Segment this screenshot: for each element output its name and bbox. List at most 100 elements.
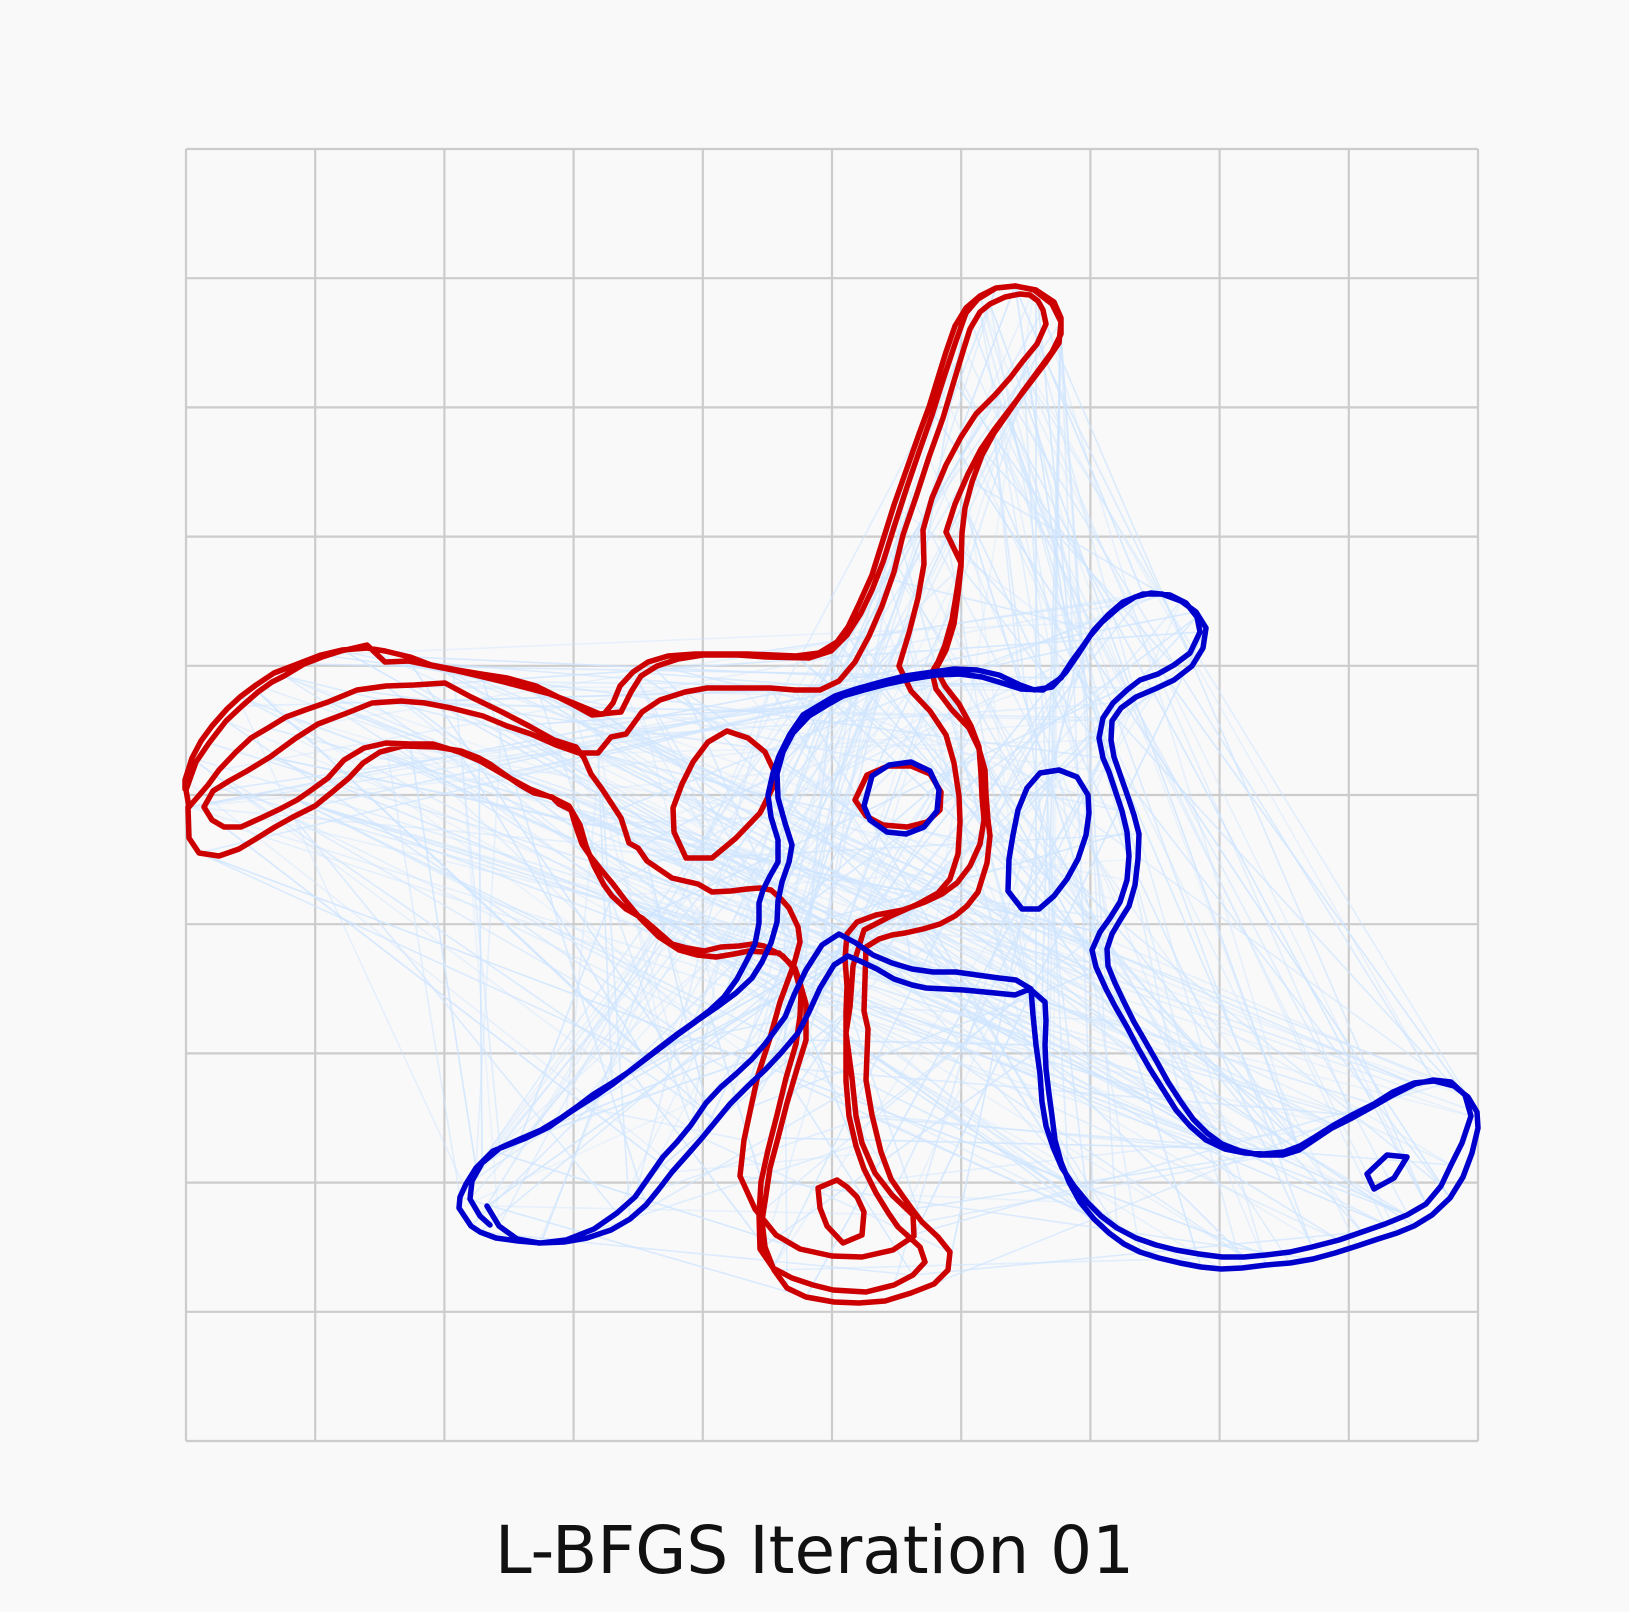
correspondence-line — [910, 690, 1466, 1096]
correspondence-line — [770, 710, 931, 818]
correspondence-line — [1029, 382, 1353, 1116]
correspondence-line — [486, 1205, 914, 1216]
correspondence-line — [187, 688, 857, 808]
correspondence-line — [208, 742, 1375, 1105]
correspondence-line — [907, 1081, 1452, 1237]
correspondence-line — [211, 819, 1226, 1150]
correspondence-line — [593, 865, 1223, 1145]
correspondence-line — [993, 432, 1089, 1204]
correspondence-line — [1012, 404, 1435, 1082]
blue-inner-oval-right — [1005, 767, 1092, 912]
correspondence-line — [629, 1070, 766, 1248]
correspondence-line — [671, 1151, 882, 1173]
correspondence-line — [882, 539, 1226, 1150]
correspondence-line — [871, 574, 1095, 631]
correspondence-line — [188, 806, 1041, 1075]
correspondence-line — [269, 756, 1386, 1225]
correspondence-line — [629, 1079, 867, 1220]
correspondence-line — [459, 1196, 807, 1298]
correspondence-line — [772, 632, 910, 774]
correspondence-line — [634, 687, 771, 1198]
correspondence-line — [711, 891, 965, 991]
correspondence-line — [498, 347, 965, 1227]
correspondence-line — [239, 696, 957, 973]
correspondence-line — [648, 1011, 847, 1178]
correspondence-line — [184, 779, 664, 1158]
correspondence-line — [655, 929, 795, 996]
correspondence-line — [871, 1114, 1246, 1154]
correspondence-line — [255, 684, 1478, 1113]
correspondence-line — [848, 1115, 1452, 1166]
correspondence-line — [980, 448, 1175, 666]
correspondence-line — [489, 675, 906, 765]
correspondence-line — [701, 593, 959, 1139]
correspondence-line — [805, 739, 1112, 1298]
correspondence-line — [964, 507, 1202, 1268]
correspondence-line — [796, 1068, 1353, 1116]
correspondence-line — [296, 799, 710, 1012]
correspondence-line — [847, 626, 1284, 1156]
correspondence-line — [481, 883, 699, 1164]
correspondence-line — [479, 969, 796, 1233]
correspondence-line — [893, 635, 1091, 1286]
correspondence-line — [646, 860, 707, 1104]
correspondence-line — [779, 1001, 1135, 1023]
correspondence-line — [785, 1077, 1118, 1229]
correspondence-line — [579, 593, 1163, 826]
correspondence-line — [772, 687, 1158, 1269]
correspondence-line — [979, 311, 1141, 1253]
correspondence-line — [960, 436, 1031, 990]
correspondence-line — [984, 769, 1301, 1147]
correspondence-line — [953, 380, 1466, 1096]
correspondence-line — [385, 742, 461, 1198]
blue-inner-small-right — [1364, 1152, 1410, 1192]
correspondence-line — [591, 714, 1466, 1096]
correspondence-line — [1036, 343, 1137, 698]
correspondence-line — [492, 1150, 801, 1250]
correspondence-line — [506, 677, 1031, 990]
correspondence-line — [479, 695, 844, 762]
correspondence-line — [616, 389, 1025, 1214]
correspondence-line — [897, 600, 1182, 1228]
figure-title: L-BFGS Iteration 01 — [494, 1512, 1135, 1589]
correspondence-line — [475, 929, 657, 1169]
target-contour-blue — [456, 590, 1481, 1272]
correspondence-line — [346, 712, 1416, 1085]
correspondence-line — [969, 616, 1198, 867]
correspondence-line — [538, 687, 771, 1244]
correspondence-line — [526, 687, 1093, 951]
correspondence-line — [478, 757, 483, 1164]
correspondence-line — [283, 675, 1070, 1183]
correspondence-line — [257, 691, 648, 1059]
correspondence-line — [777, 1137, 1300, 1151]
correspondence-line — [408, 660, 707, 1104]
correspondence-line — [599, 713, 1117, 1009]
correspondence-line — [409, 743, 477, 1169]
correspondence-line — [257, 691, 753, 1060]
correspondence-line — [371, 702, 1160, 1259]
correspondence-line — [944, 607, 1119, 687]
correspondence-line — [838, 680, 1021, 686]
correspondence-line — [191, 757, 703, 1139]
correspondence-line — [402, 745, 1128, 881]
correspondence-line — [945, 351, 1415, 1227]
correspondence-line — [611, 858, 1139, 897]
red-outer-contour — [182, 283, 1064, 1306]
correspondence-line — [591, 714, 664, 1047]
correspondence-line — [269, 756, 1101, 933]
red-inner-oval-left — [670, 728, 777, 861]
correspondence-line — [758, 905, 1130, 1215]
correspondence-line — [223, 826, 673, 1173]
correspondence-line — [555, 744, 1333, 1129]
correspondence-line — [1007, 412, 1122, 709]
correspondence-line — [577, 1105, 745, 1141]
correspondence-line — [317, 593, 1144, 725]
correspondence-line — [187, 717, 1104, 808]
correspondence-line — [610, 702, 1114, 738]
correspondence-line — [225, 720, 681, 1034]
correspondence-line — [327, 701, 840, 935]
correspondence-line — [784, 287, 997, 824]
correspondence-line — [492, 891, 713, 1152]
correspondence-line — [292, 816, 618, 1214]
correspondence-line — [692, 464, 947, 1024]
